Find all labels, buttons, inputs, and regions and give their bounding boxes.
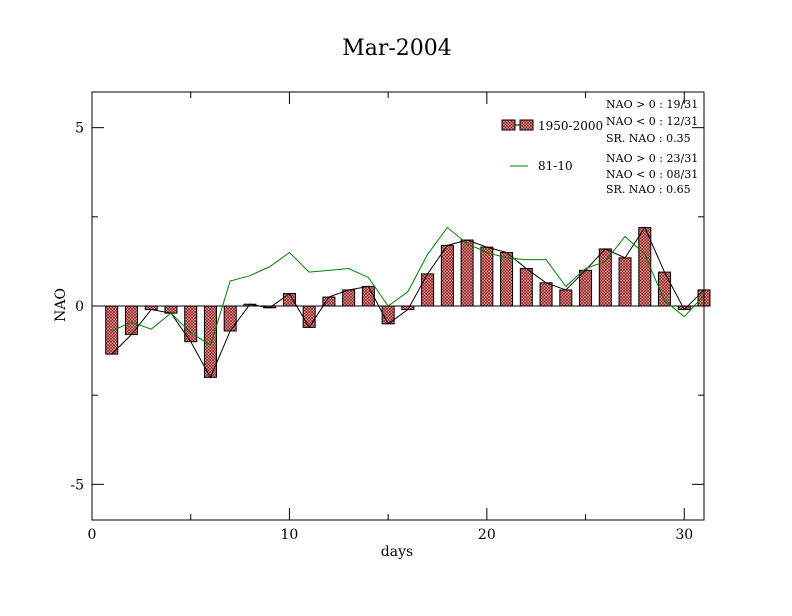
annotation-set2-line3: SR. NAO : 0.65	[606, 183, 691, 196]
y-tick-label: -5	[70, 477, 84, 493]
annotation-set2-line1: NAO > 0 : 23/31	[606, 152, 698, 165]
bar	[638, 227, 652, 307]
annotation-set1-line3: SR. NAO : 0.35	[606, 132, 691, 145]
legend-bar-swatch-left	[501, 119, 516, 131]
bar	[598, 248, 612, 307]
x-tick-label: 0	[88, 527, 97, 543]
bar	[539, 282, 553, 307]
bar	[124, 305, 138, 336]
bar	[144, 305, 158, 311]
bar	[223, 305, 237, 332]
y-axis-label: NAO	[53, 288, 69, 322]
x-axis-label: days	[381, 544, 413, 560]
bar	[500, 252, 514, 307]
annotation-set1-line2: NAO < 0 : 12/31	[606, 115, 698, 128]
annotation-set2-line2: NAO < 0 : 08/31	[606, 168, 698, 181]
bar	[460, 239, 474, 307]
x-tick-label: 30	[675, 527, 693, 543]
bar	[105, 305, 119, 355]
bar	[361, 285, 375, 307]
bar	[322, 296, 336, 307]
legend: 1950-2000 81-10	[501, 119, 603, 173]
plot-area	[91, 91, 711, 521]
bar	[618, 257, 632, 307]
y-tick-label: 0	[75, 299, 84, 315]
x-tick-label: 10	[281, 527, 299, 543]
y-tick-label: 5	[75, 121, 84, 137]
x-tick-label: 20	[478, 527, 496, 543]
annotation-set1-line1: NAO > 0 : 19/31	[606, 98, 698, 111]
chart-title: Mar-2004	[342, 36, 452, 61]
bar-series-line	[111, 226, 705, 379]
legend-bar-swatch-right	[519, 119, 534, 131]
bar	[480, 246, 494, 307]
bar	[342, 289, 356, 307]
line-series	[111, 226, 705, 347]
legend-label-line: 81-10	[538, 159, 573, 173]
bar	[440, 244, 454, 307]
bar	[559, 289, 573, 307]
legend-label-bars: 1950-2000	[538, 119, 603, 133]
bar	[302, 305, 316, 328]
bar	[579, 269, 593, 307]
bar	[519, 268, 533, 307]
bar	[421, 273, 435, 307]
